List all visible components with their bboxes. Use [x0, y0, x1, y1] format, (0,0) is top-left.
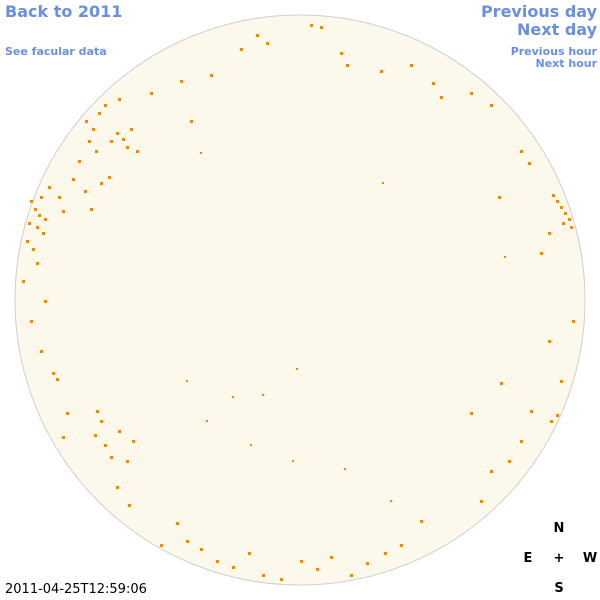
facular-data-link[interactable]: See facular data [5, 45, 107, 58]
previous-day-link[interactable]: Previous day [480, 2, 597, 21]
solar-disk [14, 14, 586, 586]
previous-hour-link[interactable]: Previous hour [510, 45, 597, 58]
compass-north: N [553, 521, 565, 536]
compass-center: + [553, 551, 565, 566]
compass-east: E [523, 551, 533, 566]
timestamp: 2011-04-25T12:59:06 [5, 582, 147, 597]
compass-south: S [554, 581, 564, 596]
back-year-link[interactable]: Back to 2011 [5, 2, 123, 21]
compass-west: W [582, 551, 598, 566]
next-day-link[interactable]: Next day [517, 20, 597, 39]
next-hour-link[interactable]: Next hour [535, 57, 598, 70]
